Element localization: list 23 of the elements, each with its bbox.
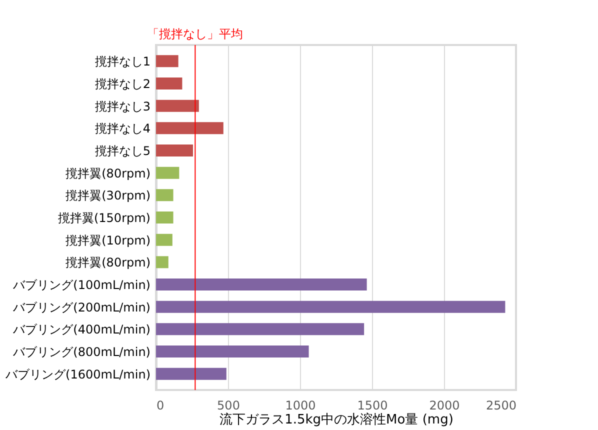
- x-tick-label: 0: [156, 398, 164, 412]
- ref-line-label: 「撹拌なし」平均: [147, 27, 244, 41]
- y-tick-label: 撹拌なし2: [94, 77, 150, 91]
- y-tick-label: バブリング(200mL/min): [12, 300, 150, 314]
- y-tick-label: バブリング(400mL/min): [12, 322, 150, 337]
- y-tick-label: 撹拌翼(150rpm): [58, 211, 150, 225]
- y-tick-label: 撹拌なし4: [94, 122, 150, 136]
- x-tick-label: 2000: [429, 398, 460, 412]
- y-tick-label: バブリング(800mL/min): [12, 345, 150, 359]
- x-axis-title: 流下ガラス1.5kg中の水溶性Mo量 (mg): [220, 412, 454, 428]
- x-tick-label: 500: [217, 398, 240, 412]
- y-tick-label: 撹拌なし5: [94, 144, 150, 158]
- y-tick-label: 撹拌翼(30rpm): [66, 188, 150, 203]
- y-tick-label: 撹拌翼(80rpm): [66, 166, 150, 180]
- y-tick-label: バブリング(1600mL/min): [4, 367, 150, 382]
- y-tick-label: 撹拌翼(10rpm): [66, 233, 150, 248]
- x-tick-label: 2500: [486, 398, 516, 412]
- x-tick-label: 1500: [357, 398, 388, 412]
- y-tick-label: 撹拌翼(80rpm): [66, 256, 150, 270]
- y-tick-label: バブリング(100mL/min): [12, 278, 150, 292]
- y-tick-label: 撹拌なし1: [94, 54, 150, 69]
- x-tick-label: 1000: [285, 398, 316, 412]
- y-tick-label: 撹拌なし3: [94, 99, 150, 114]
